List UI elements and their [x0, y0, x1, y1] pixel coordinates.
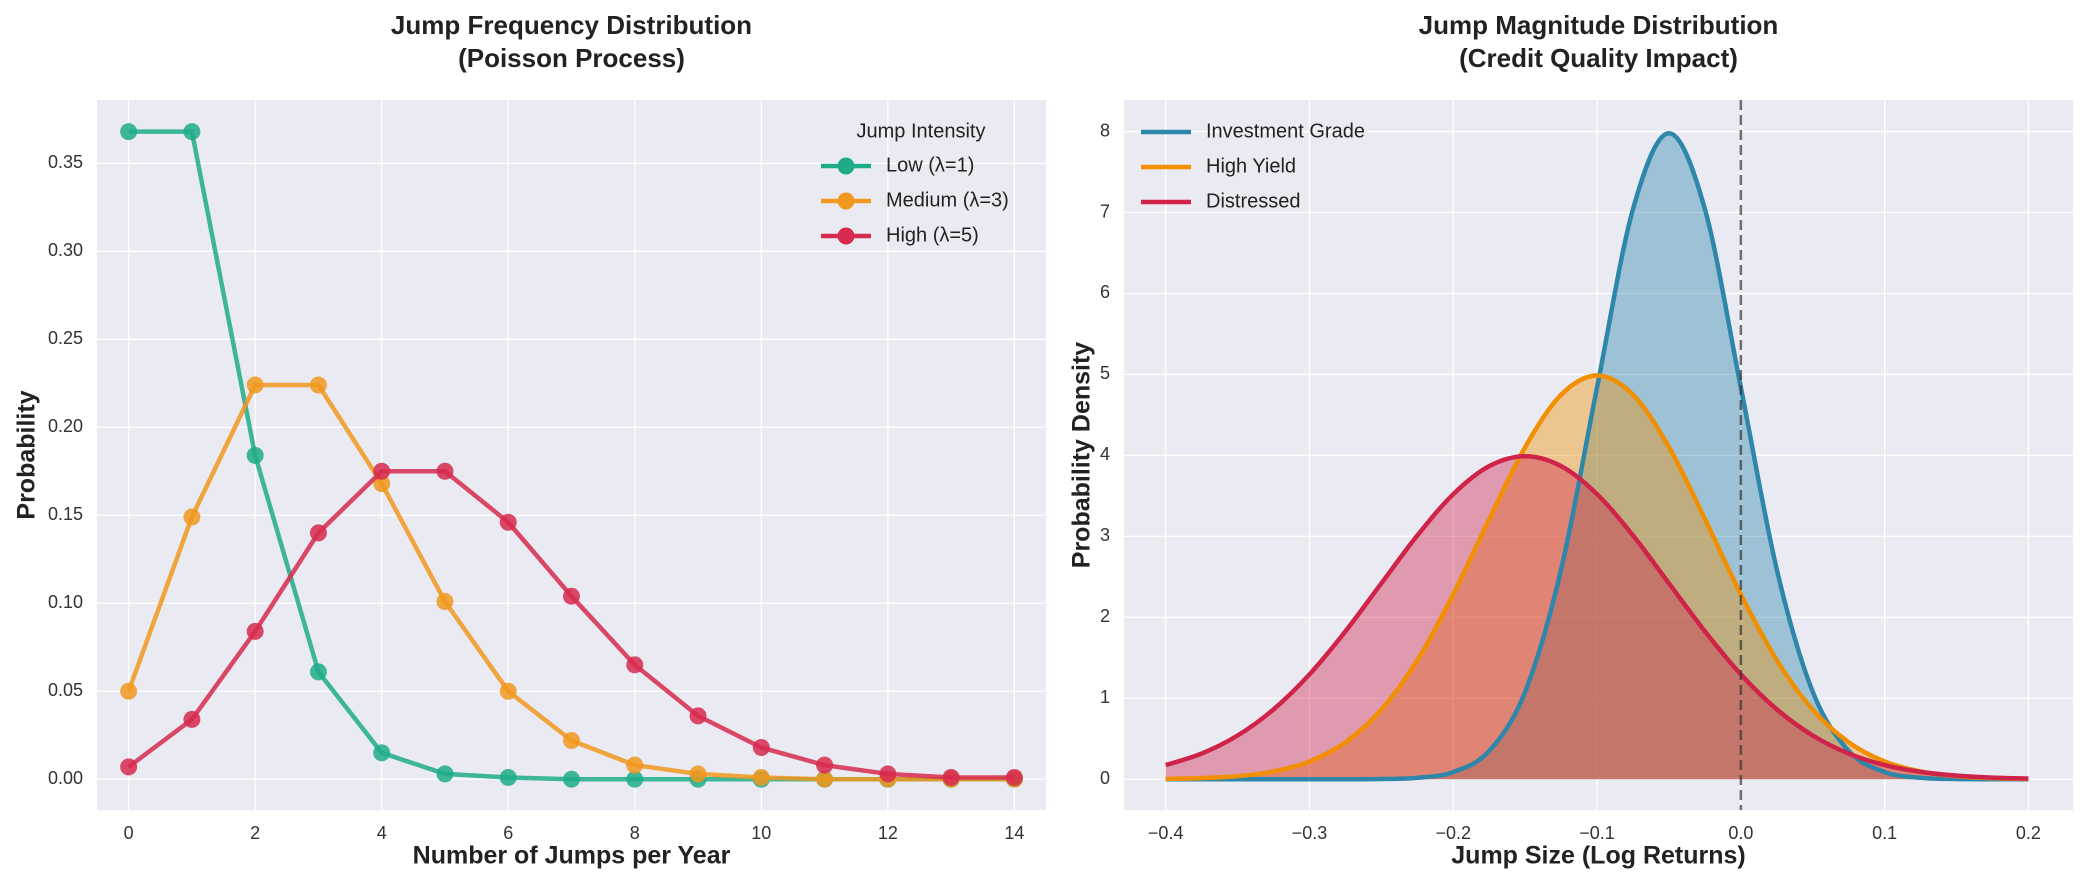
marker	[373, 462, 391, 480]
x-tick-label: 0.2	[2016, 823, 2041, 843]
y-tick-label: 8	[1100, 120, 1110, 140]
chart-title: (Poisson Process)	[458, 43, 685, 73]
x-tick-label: 14	[1004, 823, 1024, 843]
marker	[816, 770, 834, 788]
chart: Jump Frequency Distribution(Poisson Proc…	[13, 10, 1046, 870]
marker	[120, 123, 138, 141]
legend-label: Investment Grade	[1206, 120, 1365, 142]
y-tick-label: 2	[1100, 606, 1110, 626]
marker	[626, 656, 644, 674]
legend-title: Jump Intensity	[857, 120, 986, 142]
curve	[1165, 131, 2029, 782]
marker	[752, 768, 770, 786]
marker	[373, 475, 391, 493]
area	[1165, 133, 2029, 780]
y-tick-label: 4	[1100, 444, 1110, 464]
y-tick-label: 5	[1100, 363, 1110, 383]
y-tick-label: 0.00	[48, 768, 83, 788]
legend-marker	[837, 192, 855, 210]
chart: Jump Magnitude Distribution(Credit Quali…	[1068, 10, 2073, 870]
marker	[183, 710, 201, 728]
y-tick-label: 0.15	[48, 504, 83, 524]
chart-title: (Credit Quality Impact)	[1459, 43, 1738, 73]
marker	[563, 587, 580, 605]
y-tick-label: 0.20	[48, 416, 83, 436]
marker	[246, 446, 264, 464]
marker	[246, 376, 264, 394]
marker	[309, 663, 327, 681]
marker	[879, 765, 897, 783]
marker	[120, 758, 138, 776]
marker	[309, 524, 327, 542]
x-tick-label: 2	[250, 823, 260, 843]
y-tick-label: 0.35	[48, 152, 83, 172]
y-axis-label: Probability	[13, 390, 41, 519]
x-tick-label: 4	[377, 823, 387, 843]
legend-label: High (λ=5)	[886, 224, 979, 246]
x-tick-label: 12	[878, 823, 898, 843]
legend-label: Distressed	[1206, 190, 1300, 212]
y-tick-label: 0	[1100, 768, 1110, 788]
y-tick-label: 0.30	[48, 240, 83, 260]
marker	[183, 508, 201, 526]
x-tick-label: 8	[630, 823, 640, 843]
marker	[499, 513, 517, 531]
marker	[499, 682, 517, 700]
y-tick-label: 3	[1100, 525, 1110, 545]
x-tick-label: 0	[124, 823, 134, 843]
marker	[942, 768, 960, 786]
x-tick-label: −0.3	[1292, 823, 1328, 843]
legend-label: High Yield	[1206, 155, 1296, 177]
marker	[563, 770, 580, 788]
legend-marker	[837, 227, 855, 245]
marker	[436, 765, 454, 783]
legend-marker	[837, 157, 855, 175]
marker	[689, 765, 707, 783]
curve	[1165, 454, 2029, 781]
area	[1165, 456, 2029, 780]
marker	[689, 707, 707, 725]
x-tick-label: 6	[503, 823, 513, 843]
marker	[1005, 768, 1023, 786]
marker	[183, 123, 201, 141]
marker	[563, 731, 580, 749]
marker	[373, 744, 391, 762]
marker	[626, 770, 644, 788]
marker	[436, 592, 454, 610]
marker	[816, 756, 834, 774]
marker	[246, 622, 264, 640]
x-tick-label: −0.1	[1579, 823, 1615, 843]
x-tick-label: 0.0	[1728, 823, 1753, 843]
legend-label: Medium (λ=3)	[886, 189, 1009, 211]
marker	[752, 739, 770, 757]
area	[1165, 375, 2029, 780]
x-tick-label: 0.1	[1872, 823, 1897, 843]
x-axis-label: Number of Jumps per Year	[413, 842, 731, 870]
marker	[309, 376, 327, 394]
chart-title: Jump Magnitude Distribution	[1419, 10, 1779, 40]
y-tick-label: 0.25	[48, 328, 83, 348]
y-tick-label: 7	[1100, 201, 1110, 221]
marker	[120, 682, 138, 700]
x-tick-label: −0.4	[1148, 823, 1184, 843]
chart-title: Jump Frequency Distribution	[391, 10, 752, 40]
curve	[1165, 373, 2029, 782]
y-tick-label: 0.05	[48, 680, 83, 700]
x-tick-label: 10	[751, 823, 771, 843]
marker	[499, 768, 517, 786]
y-tick-label: 6	[1100, 282, 1110, 302]
y-tick-label: 1	[1100, 687, 1110, 707]
marker	[436, 462, 454, 480]
x-tick-label: −0.2	[1436, 823, 1472, 843]
y-axis-label: Probability Density	[1068, 342, 1096, 569]
y-tick-label: 0.10	[48, 592, 83, 612]
marker	[626, 756, 644, 774]
legend-label: Low (λ=1)	[886, 154, 974, 176]
x-axis-label: Jump Size (Log Returns)	[1451, 842, 1745, 870]
